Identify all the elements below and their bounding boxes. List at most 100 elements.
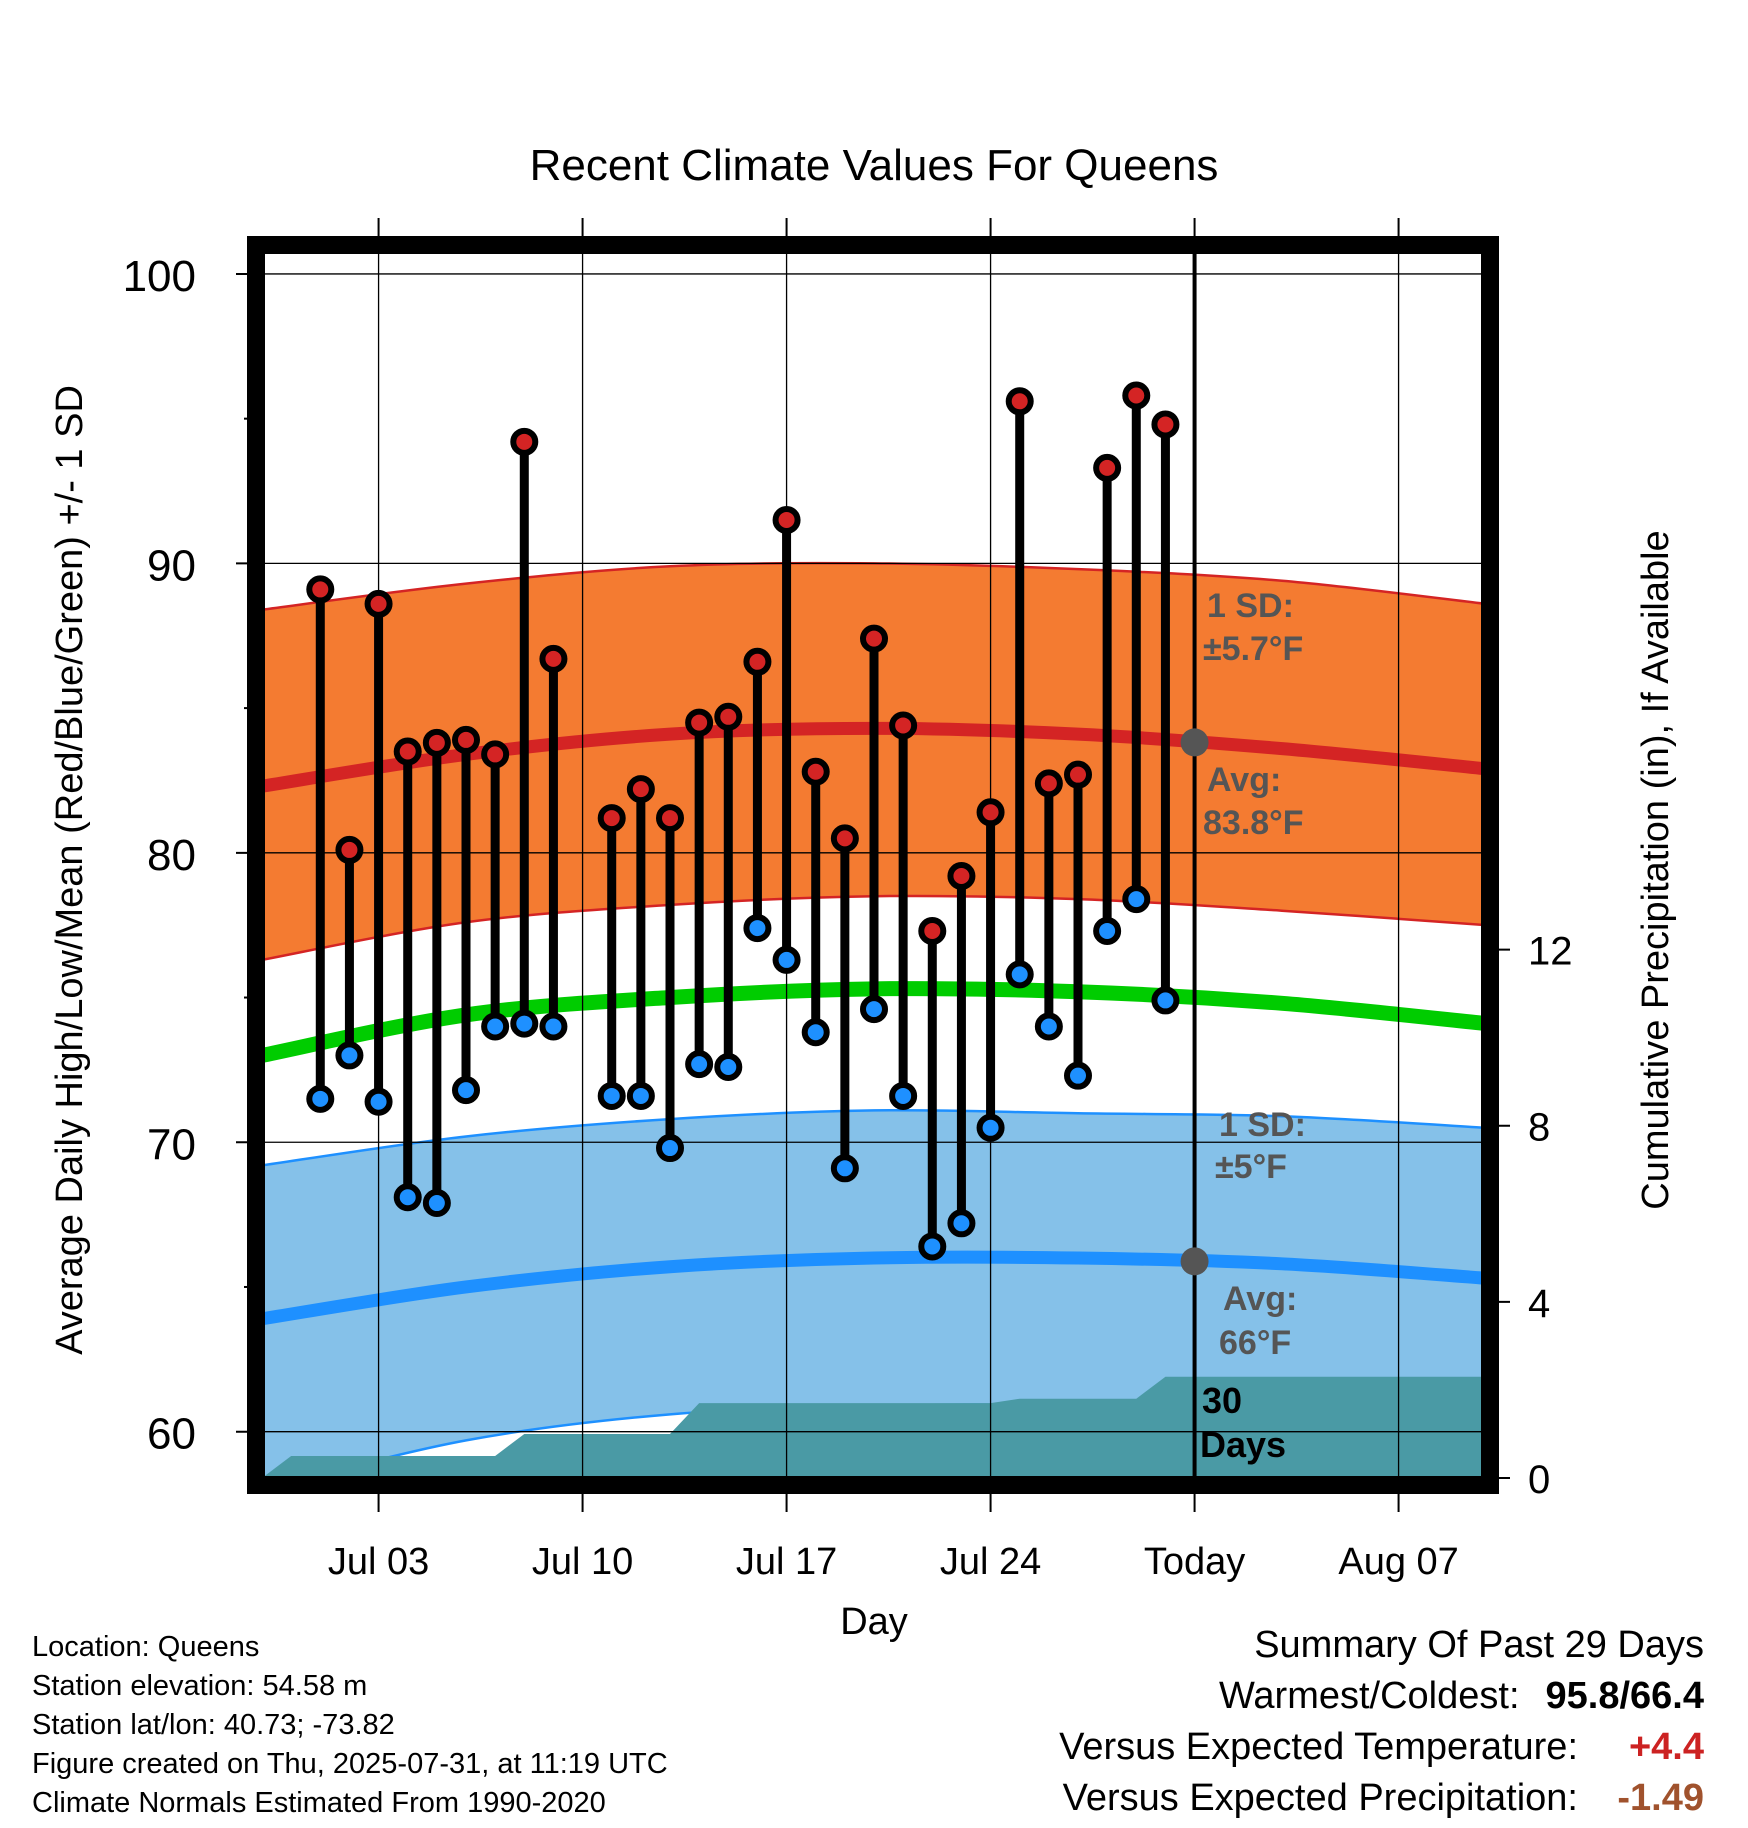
precip-value: -1.49 xyxy=(1617,1777,1704,1819)
y-tick-label: 70 xyxy=(147,1120,196,1169)
low-point xyxy=(1122,885,1151,914)
precip-row: Versus Expected Precipitation: -1.49 xyxy=(1059,1773,1704,1824)
warm-cold-value: 95.8/66.4 xyxy=(1545,1675,1704,1717)
low-avg-value: 66°F xyxy=(1219,1324,1291,1362)
plot-area: 1 SD: ±5.7°F Avg: 83.8°F 1 SD: ±5°F Avg: 66°F 30… xyxy=(123,218,1573,1583)
low-point xyxy=(947,1209,976,1238)
y-tick-label: 60 xyxy=(147,1410,196,1459)
y2-tick-label: 4 xyxy=(1528,1282,1550,1326)
low-point xyxy=(306,1084,335,1113)
low-sd-label: 1 SD: xyxy=(1219,1106,1306,1144)
high-point xyxy=(860,624,888,653)
low-point xyxy=(772,945,801,974)
low-point xyxy=(801,1018,830,1047)
days-count: 30 xyxy=(1202,1380,1242,1421)
x-tick-label: Aug 07 xyxy=(1338,1541,1458,1583)
temp-label: Versus Expected Temperature: xyxy=(1059,1726,1578,1768)
high-point xyxy=(743,647,772,676)
high-point xyxy=(393,737,422,766)
low-point xyxy=(860,995,888,1024)
x-axis-label: Day xyxy=(840,1601,908,1643)
high-point xyxy=(306,575,335,604)
high-avg-value: 83.8°F xyxy=(1203,804,1304,842)
plot-clipped-group xyxy=(262,245,1486,1478)
low-point xyxy=(481,1012,510,1041)
high-point xyxy=(364,589,393,618)
high-point xyxy=(656,804,684,833)
temp-row: Versus Expected Temperature: +4.4 xyxy=(1059,1722,1704,1773)
x-tick-label: Jul 24 xyxy=(940,1541,1041,1583)
plot-frame xyxy=(247,236,1499,1494)
high-point xyxy=(335,835,364,864)
high-point xyxy=(626,775,655,804)
high-point xyxy=(976,798,1005,827)
high-point xyxy=(772,505,801,534)
normals-text: Climate Normals Estimated From 1990-2020 xyxy=(32,1787,606,1819)
low-point xyxy=(889,1081,918,1110)
warm-cold-row: Warmest/Coldest: 95.8/66.4 xyxy=(1059,1671,1704,1722)
low-point xyxy=(1064,1061,1092,1090)
y2-tick-label: 8 xyxy=(1528,1106,1550,1150)
y-tick-label: 90 xyxy=(147,541,196,590)
low-point xyxy=(656,1134,684,1163)
low-point xyxy=(335,1041,364,1070)
temp-value: +4.4 xyxy=(1628,1726,1704,1768)
high-point xyxy=(452,725,480,754)
low-point xyxy=(539,1012,568,1041)
high-point xyxy=(1005,387,1034,416)
low-point xyxy=(393,1183,422,1212)
low-point xyxy=(918,1232,947,1261)
low-point xyxy=(1093,916,1122,945)
high-point xyxy=(947,861,976,890)
precip-label: Versus Expected Precipitation: xyxy=(1062,1777,1578,1819)
x-tick-label: Today xyxy=(1144,1541,1245,1583)
low-point xyxy=(830,1154,859,1183)
high-avg-label: Avg: xyxy=(1207,761,1281,799)
y2-tick-label: 12 xyxy=(1528,930,1573,974)
location-text: Location: Queens xyxy=(32,1631,260,1663)
latlon-text: Station lat/lon: 40.73; -73.82 xyxy=(32,1709,395,1741)
high-point xyxy=(1034,769,1063,798)
y2-tick-label: 0 xyxy=(1528,1458,1550,1502)
y-tick-label: 80 xyxy=(147,831,196,880)
y-tick-label: 100 xyxy=(123,252,196,301)
days-word: Days xyxy=(1200,1424,1286,1465)
x-tick-label: Jul 03 xyxy=(328,1541,429,1583)
high-point xyxy=(1122,381,1151,410)
high-sd-label: 1 SD: xyxy=(1207,587,1294,625)
today-low-avg-marker xyxy=(1180,1247,1209,1276)
high-point xyxy=(830,824,859,853)
high-point xyxy=(422,728,451,757)
high-point xyxy=(597,804,626,833)
cumulative-precip-area xyxy=(262,1376,1486,1478)
chart-title: Recent Climate Values For Queens xyxy=(530,141,1219,190)
low-point xyxy=(626,1081,655,1110)
high-point xyxy=(481,740,510,769)
high-point xyxy=(801,757,830,786)
high-point xyxy=(1151,410,1180,439)
high-point xyxy=(889,711,918,740)
station-info: Location: Queens Station elevation: 54.5… xyxy=(32,1628,668,1823)
high-point xyxy=(510,427,539,456)
y2-axis-label: Cumulative Precipitation (in), If Availa… xyxy=(1635,530,1677,1209)
low-point xyxy=(452,1076,480,1105)
high-point xyxy=(685,708,714,737)
high-point xyxy=(918,916,947,945)
low-point xyxy=(685,1050,714,1079)
elevation-text: Station elevation: 54.58 m xyxy=(32,1670,368,1702)
created-text: Figure created on Thu, 2025-07-31, at 11… xyxy=(32,1748,668,1780)
low-point xyxy=(510,1009,539,1038)
high-point xyxy=(539,644,568,673)
low-point xyxy=(714,1053,743,1081)
y-axis-label: Average Daily High/Low/Mean (Red/Blue/Gr… xyxy=(49,385,91,1355)
low-avg-label: Avg: xyxy=(1223,1280,1297,1318)
high-sd-value: ±5.7°F xyxy=(1203,630,1303,668)
low-point xyxy=(743,914,772,943)
warm-cold-label: Warmest/Coldest: xyxy=(1218,1675,1520,1717)
x-tick-label: Jul 10 xyxy=(532,1541,633,1583)
low-point xyxy=(597,1081,626,1110)
summary-panel: Summary Of Past 29 Days Warmest/Coldest:… xyxy=(1059,1620,1704,1824)
low-sd-value: ±5°F xyxy=(1215,1148,1287,1186)
summary-title: Summary Of Past 29 Days xyxy=(1254,1624,1704,1666)
